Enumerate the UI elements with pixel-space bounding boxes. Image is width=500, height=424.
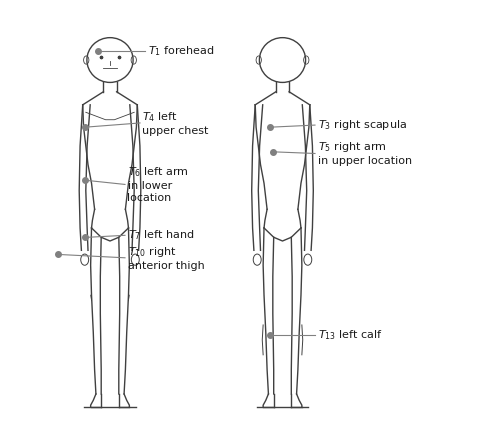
Text: $T_3$ right scapula: $T_3$ right scapula	[318, 118, 406, 132]
Text: $T_7$ left hand: $T_7$ left hand	[128, 229, 194, 242]
Text: $T_{10}$ right
anterior thigh: $T_{10}$ right anterior thigh	[128, 245, 204, 271]
Text: $T_6$ left arm
in lower
location: $T_6$ left arm in lower location	[128, 165, 188, 204]
Text: $T_4$ left
upper chest: $T_4$ left upper chest	[142, 110, 209, 136]
Text: $T_1$ forehead: $T_1$ forehead	[148, 44, 214, 58]
Text: $T_5$ right arm
in upper location: $T_5$ right arm in upper location	[318, 140, 412, 167]
Text: $T_{13}$ left calf: $T_{13}$ left calf	[318, 328, 382, 342]
